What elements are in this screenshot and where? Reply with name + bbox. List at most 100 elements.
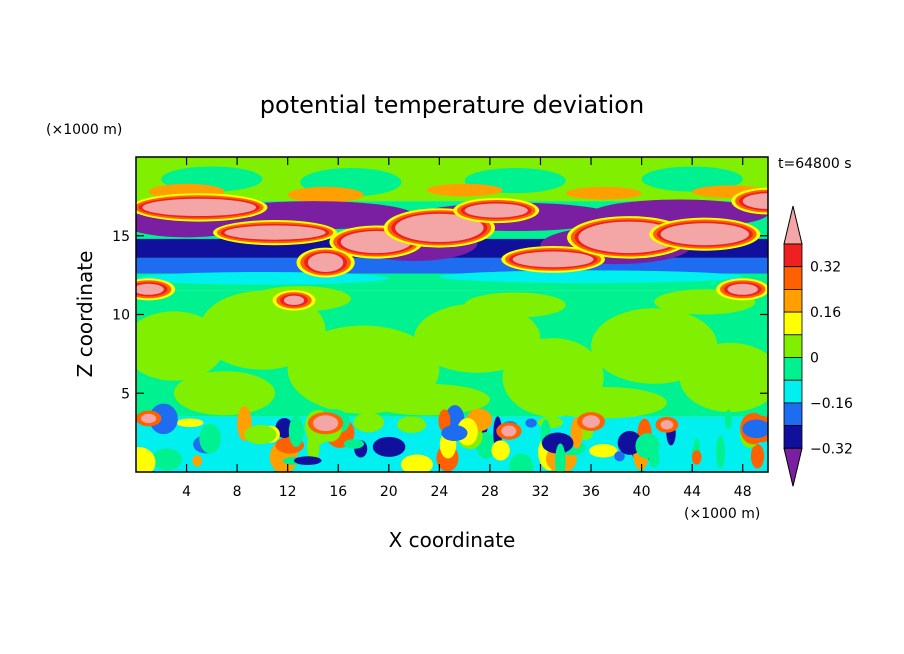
- warm-anomaly-patch: [426, 183, 503, 197]
- boundary-eddy: [275, 417, 294, 439]
- warm-anomaly-patch: [173, 371, 276, 416]
- boundary-eddy: [136, 446, 156, 472]
- colorbar-segment: [783, 402, 803, 426]
- warm-core: [660, 420, 674, 430]
- boundary-eddy: [617, 430, 642, 455]
- warm-core: [742, 193, 768, 209]
- warm-core: [660, 223, 750, 246]
- boundary-eddy: [293, 456, 322, 465]
- boundary-eddy: [691, 450, 702, 465]
- warm-core: [582, 415, 600, 428]
- colorbar-bottom-arrow: [783, 447, 803, 487]
- neutral-patch: [641, 166, 743, 192]
- x-tick-label: 24: [430, 484, 448, 500]
- warm-anomaly-patch: [464, 292, 566, 318]
- colorbar-segment: [783, 357, 803, 381]
- warm-anomaly-patch: [679, 342, 768, 413]
- boundary-eddy: [400, 454, 433, 472]
- warm-anomaly-patch: [540, 386, 667, 419]
- boundary-eddy: [151, 448, 182, 471]
- x-axis: 4 8 12 16 20 24 28 32 36 40 44 48: [182, 157, 752, 500]
- x-tick-label: 44: [683, 484, 701, 500]
- boundary-eddy: [635, 433, 660, 459]
- boundary-eddy: [192, 455, 203, 467]
- x-tick-label: 48: [734, 484, 752, 500]
- boundary-eddy: [525, 418, 537, 428]
- boundary-eddy: [288, 415, 304, 448]
- y-axis: 5 10 15: [112, 229, 768, 402]
- warm-core: [142, 198, 257, 217]
- boundary-eddy: [176, 418, 204, 428]
- colorbar-segment: [783, 243, 803, 268]
- boundary-eddy: [716, 435, 726, 469]
- warm-core: [501, 425, 517, 437]
- cold-edge-patch: [136, 271, 389, 285]
- x-tick-label: 8: [233, 484, 242, 500]
- x-tick-label: 32: [532, 484, 550, 500]
- warm-core: [312, 415, 339, 432]
- boundary-eddy: [750, 444, 765, 469]
- colorbar-segment: [783, 334, 803, 358]
- colorbar-label: −0.16: [810, 396, 853, 412]
- warm-core: [283, 295, 305, 306]
- x-tick-label: 40: [633, 484, 651, 500]
- boundary-eddy: [397, 416, 427, 433]
- colorbar-segment: [783, 311, 803, 336]
- boundary-eddy: [149, 403, 178, 435]
- y-axis-title: Z coordinate: [73, 251, 97, 378]
- boundary-eddy: [742, 419, 768, 439]
- x-tick-label: 12: [279, 484, 297, 500]
- boundary-eddy: [614, 451, 625, 462]
- boundary-eddy: [441, 425, 468, 442]
- colorbar-top-arrow: [783, 205, 803, 245]
- colorbar-label: 0: [810, 351, 819, 367]
- boundary-eddy: [244, 424, 277, 445]
- y-axis-unit: (×1000 m): [46, 122, 122, 138]
- x-tick-label: 36: [582, 484, 600, 500]
- warm-core: [464, 203, 528, 218]
- warm-anomaly-patch: [287, 186, 364, 203]
- colorbar-label: 0.16: [810, 305, 841, 321]
- colorbar-segment: [783, 425, 803, 449]
- colorbar-segment: [783, 288, 803, 313]
- boundary-eddy: [199, 423, 221, 454]
- time-label: t=64800 s: [778, 156, 852, 172]
- warm-anomaly-patch: [363, 383, 490, 416]
- boundary-eddy: [343, 439, 364, 449]
- boundary-eddy: [541, 432, 574, 454]
- boundary-eddy: [509, 453, 534, 472]
- x-tick-label: 28: [481, 484, 499, 500]
- colorbar-segment: [783, 266, 803, 290]
- contour-field: [136, 157, 768, 472]
- x-tick-label: 16: [329, 484, 347, 500]
- chart-title: potential temperature deviation: [260, 91, 644, 119]
- x-tick-label: 4: [182, 484, 191, 500]
- cold-edge-patch: [439, 270, 743, 284]
- boundary-eddy: [353, 412, 385, 433]
- colorbar-label: −0.32: [810, 441, 853, 457]
- warm-core: [395, 213, 484, 243]
- x-tick-label: 20: [380, 484, 398, 500]
- cold-anomaly-band: [136, 257, 768, 274]
- y-tick-label: 15: [112, 229, 130, 245]
- warm-core: [512, 251, 594, 268]
- colorbar: 0.32 0.16 0 −0.16 −0.32: [783, 205, 853, 487]
- warm-core: [307, 253, 344, 272]
- warm-core: [224, 225, 326, 240]
- warm-core: [141, 413, 157, 424]
- colorbar-label: 0.32: [810, 260, 841, 276]
- warm-anomaly-patch: [565, 186, 642, 200]
- boundary-eddy: [724, 409, 733, 430]
- y-tick-label: 5: [121, 386, 130, 402]
- boundary-eddy: [491, 440, 510, 461]
- warm-anomaly-patch: [414, 303, 541, 373]
- x-axis-title: X coordinate: [389, 528, 516, 552]
- y-tick-label: 10: [112, 308, 130, 324]
- boundary-eddy: [555, 443, 566, 472]
- boundary-eddy: [372, 436, 406, 457]
- warm-core: [136, 283, 164, 295]
- x-axis-unit: (×1000 m): [684, 506, 760, 522]
- boundary-eddy: [589, 444, 618, 458]
- colorbar-segment: [783, 379, 803, 404]
